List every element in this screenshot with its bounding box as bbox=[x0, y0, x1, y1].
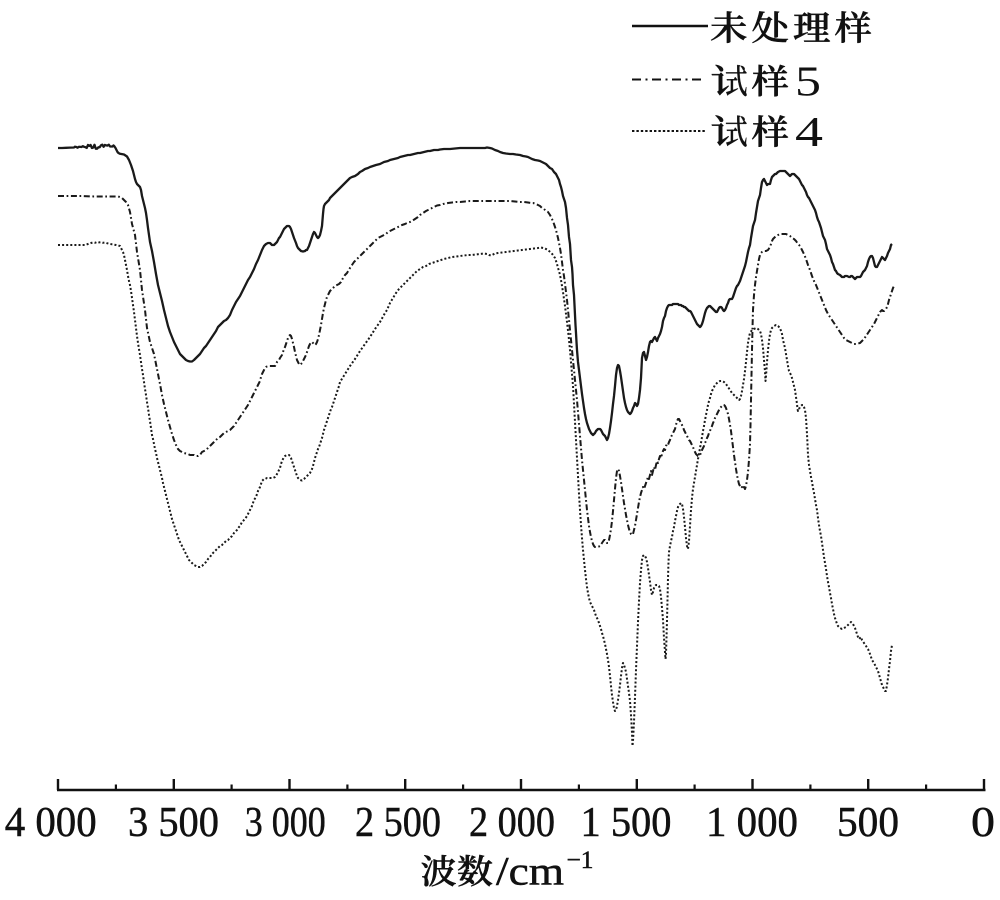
svg-text:2 000: 2 000 bbox=[469, 800, 555, 846]
svg-text:4: 4 bbox=[795, 110, 823, 156]
svg-text:3 500: 3 500 bbox=[128, 800, 219, 846]
svg-text:1 500: 1 500 bbox=[581, 800, 672, 846]
svg-text:5: 5 bbox=[795, 60, 821, 106]
svg-text:500: 500 bbox=[837, 800, 899, 846]
svg-text:2 500: 2 500 bbox=[355, 800, 441, 846]
svg-text:4 000: 4 000 bbox=[5, 800, 97, 846]
svg-text:/cm: /cm bbox=[496, 849, 564, 894]
svg-text:1 000: 1 000 bbox=[706, 800, 798, 846]
svg-text:0: 0 bbox=[971, 800, 995, 846]
svg-text:−1: −1 bbox=[567, 847, 594, 874]
svg-text:3 000: 3 000 bbox=[245, 800, 326, 846]
